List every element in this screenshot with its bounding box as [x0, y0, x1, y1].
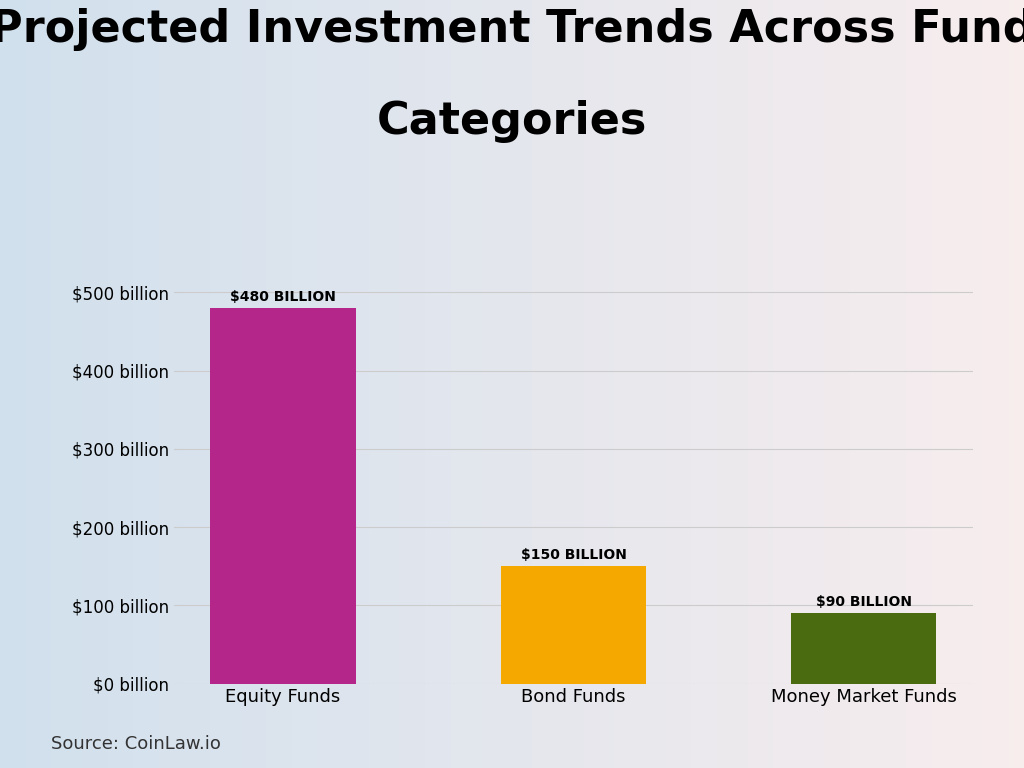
Bar	[210, 308, 355, 684]
Text: $90 BILLION: $90 BILLION	[816, 595, 912, 609]
Text: Projected Investment Trends Across Fund: Projected Investment Trends Across Fund	[0, 8, 1024, 51]
Bar	[501, 566, 646, 684]
Text: Categories: Categories	[377, 100, 647, 143]
Bar	[792, 613, 937, 684]
Text: $480 BILLION: $480 BILLION	[230, 290, 336, 304]
Text: $150 BILLION: $150 BILLION	[520, 548, 627, 562]
Text: Source: CoinLaw.io: Source: CoinLaw.io	[51, 735, 221, 753]
